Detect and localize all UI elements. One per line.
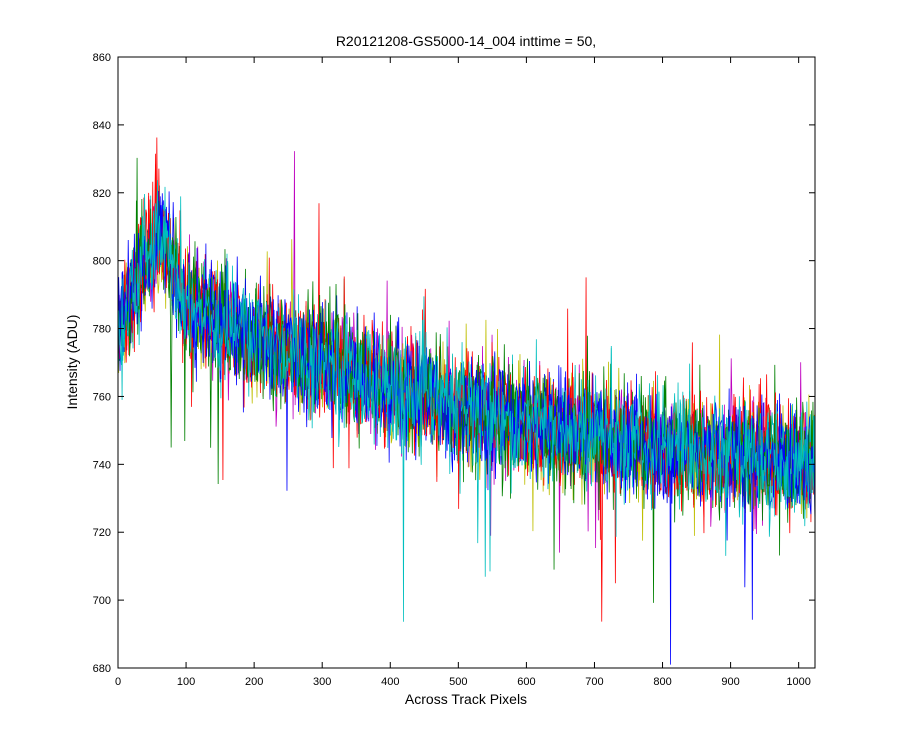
y-axis: 680 700 720 740 760 780 800 820 840 860 xyxy=(93,52,815,675)
y-axis-label: Intensity (ADU) xyxy=(64,315,80,410)
series-layer xyxy=(117,137,816,665)
x-tick-label: 900 xyxy=(721,676,739,688)
x-tick-label: 0 xyxy=(115,676,121,688)
y-tick-label: 740 xyxy=(93,459,111,471)
y-tick-label: 720 xyxy=(93,527,111,539)
x-tick-label: 500 xyxy=(449,676,467,688)
y-tick-label: 760 xyxy=(93,391,111,403)
x-tick-label: 800 xyxy=(653,676,671,688)
series-line xyxy=(117,180,816,572)
y-tick-label: 800 xyxy=(93,256,111,268)
x-tick-label: 700 xyxy=(585,676,603,688)
plot-frame xyxy=(117,56,816,669)
y-tick-label: 700 xyxy=(93,595,111,607)
y-tick-label: 820 xyxy=(93,188,111,200)
y-tick-label: 780 xyxy=(93,324,111,336)
x-tick-label: 1000 xyxy=(786,676,810,688)
x-axis-label: Across Track Pixels xyxy=(405,691,527,707)
x-tick-label: 200 xyxy=(245,676,263,688)
x-tick-label: 400 xyxy=(381,676,399,688)
x-tick-label: 300 xyxy=(313,676,331,688)
x-tick-label: 100 xyxy=(177,676,195,688)
x-tick-label: 600 xyxy=(517,676,535,688)
chart-title: R20121208-GS5000-14_004 inttime = 50, xyxy=(336,33,596,49)
y-tick-label: 840 xyxy=(93,120,111,132)
x-axis: 0 100 200 300 400 500 600 700 800 900 1000 xyxy=(115,57,811,688)
y-tick-label: 680 xyxy=(93,663,111,675)
y-tick-label: 860 xyxy=(93,52,111,64)
